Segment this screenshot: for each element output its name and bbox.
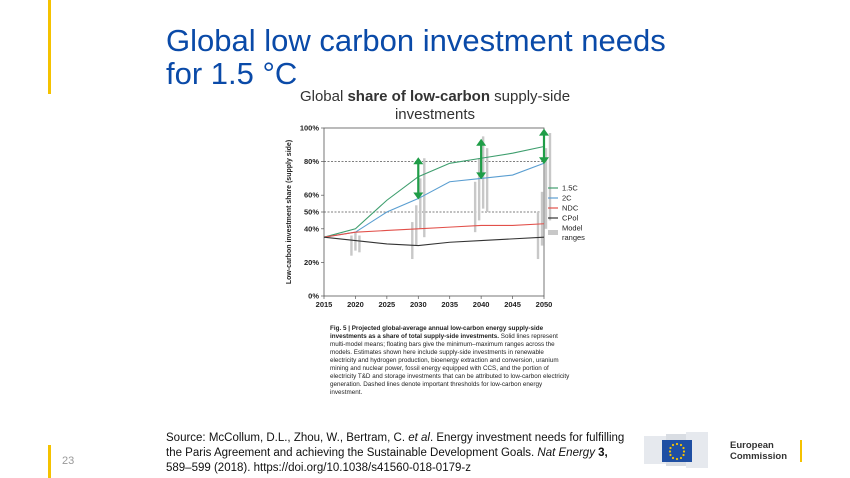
- european-commission-logo: [644, 432, 708, 468]
- line-chart: 0% 20% 40% 50% 60% 80% 100% 2015 2020 2025 2030 203…: [286, 124, 585, 310]
- legend-label: NDC: [562, 204, 579, 213]
- model-range-bar: [473, 181, 477, 233]
- ec-logo-line1: European: [730, 440, 774, 451]
- accent-bar-bottom: [48, 445, 51, 478]
- legend-swatch-ranges: [548, 230, 558, 235]
- y-axis-label: Low-carbon investment share (supply side…: [286, 140, 293, 284]
- series-line-2c: [323, 162, 545, 238]
- model-range-bar: [415, 205, 418, 246]
- chart-heading: Global share of low-carbon supply-side i…: [270, 88, 600, 124]
- x-tick-label: 2040: [473, 300, 490, 309]
- eu-flag-icon: [662, 440, 692, 462]
- model-range-bar: [485, 148, 489, 212]
- source-volume: 3,: [594, 447, 608, 459]
- legend-label: 2C: [562, 194, 572, 203]
- ec-logo-line2: Commission: [730, 451, 788, 462]
- y-tick-label: 40%: [304, 224, 319, 233]
- y-tick-label: 80%: [304, 157, 319, 166]
- caption-text: Solid lines represent multi-model means;…: [330, 333, 570, 396]
- chart-heading-suffix: supply-side: [490, 88, 571, 105]
- chart-heading-prefix: Global: [299, 88, 348, 105]
- series-line-cpol: [323, 236, 545, 247]
- model-range-bar: [350, 235, 353, 256]
- source-text1: . Energy investment needs for fulfilling…: [166, 432, 625, 459]
- series-line-ndc: [323, 223, 545, 238]
- chart-heading-line2: investments: [394, 106, 476, 123]
- model-range-bar: [419, 178, 422, 229]
- series-line-1-5c: [323, 145, 545, 238]
- x-tick-label: 2015: [316, 300, 333, 309]
- x-tick-label: 2030: [410, 300, 427, 309]
- gap-arrow-head-down: [413, 192, 424, 200]
- x-tick-label: 2025: [379, 300, 396, 309]
- legend-label-ranges-1: Model: [562, 224, 583, 233]
- title-line-2: for 1.5 °C: [166, 56, 298, 91]
- source-journal: Nat Energy: [537, 447, 595, 459]
- gap-arrow-head-up: [539, 128, 549, 136]
- gap-arrow-head-up: [413, 157, 424, 165]
- y-tick-label: 20%: [304, 258, 319, 267]
- x-tick-label: 2020: [347, 300, 364, 309]
- chart-heading-bold: share of low-carbon: [347, 88, 490, 105]
- eu-stars-icon: [668, 442, 686, 461]
- accent-bar-top: [48, 0, 51, 94]
- source-etal: et al: [408, 432, 430, 444]
- source-label: Source:: [166, 432, 206, 444]
- legend-label: 1.5C: [562, 184, 578, 193]
- gap-arrow-head-down: [476, 172, 487, 180]
- model-range-bar: [423, 158, 426, 238]
- model-range-bar: [358, 235, 361, 253]
- x-tick-label: 2045: [504, 300, 521, 309]
- source-authors: McCollum, D.L., Zhou, W., Bertram, C.: [205, 432, 409, 444]
- figure-caption: Fig. 5 | Projected global-average annual…: [330, 325, 570, 397]
- title-line-1: Global low carbon investment needs: [166, 23, 666, 58]
- x-tick-label: 2050: [536, 300, 553, 309]
- ec-logo-divider: [800, 440, 802, 462]
- model-range-bar: [548, 133, 552, 221]
- legend-label-ranges-2: ranges: [562, 233, 585, 242]
- ec-logo-text: European Commission: [730, 440, 787, 462]
- gap-arrow-head-up: [476, 138, 487, 146]
- logo-backdrop: [644, 436, 666, 464]
- model-range-bar: [540, 191, 544, 246]
- caption-bold: Fig. 5 | Projected global-average annual…: [330, 325, 544, 340]
- y-tick-label: 50%: [304, 208, 319, 217]
- y-tick-label: 0%: [308, 292, 319, 301]
- y-tick-label: 100%: [300, 124, 320, 133]
- model-range-bar: [477, 158, 481, 221]
- source-text2: 589–599 (2018). https://doi.org/10.1038/…: [166, 462, 471, 474]
- page-number: 23: [62, 455, 75, 467]
- source-citation: Source: McCollum, D.L., Zhou, W., Bertra…: [166, 431, 636, 476]
- gap-arrow-head-down: [539, 157, 549, 165]
- model-range-bar: [544, 148, 548, 229]
- model-range-bar: [354, 232, 357, 251]
- legend-label: CPol: [562, 214, 579, 223]
- x-tick-label: 2035: [441, 300, 458, 309]
- model-range-bar: [536, 212, 540, 260]
- slide-title: Global low carbon investment needs for 1…: [166, 24, 766, 90]
- y-tick-label: 60%: [304, 191, 319, 200]
- model-range-bar: [411, 222, 414, 260]
